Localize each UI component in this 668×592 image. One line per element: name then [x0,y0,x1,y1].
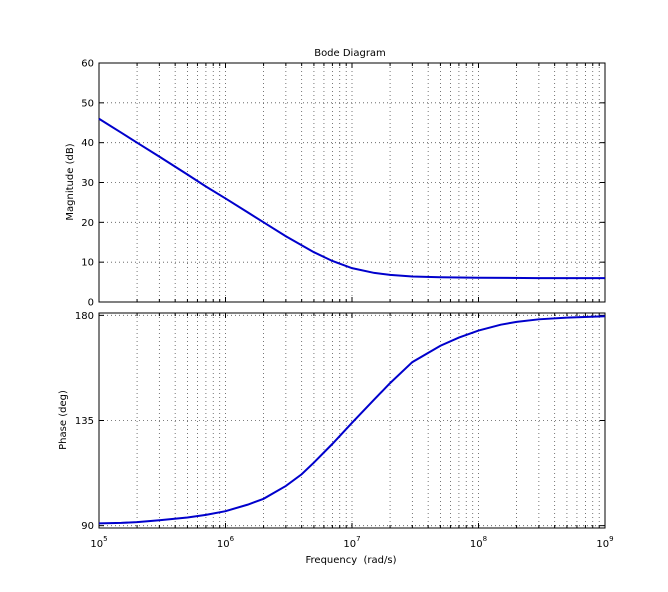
x-tick-label: 106 [217,535,235,550]
chart-title: Bode Diagram [314,48,386,59]
x-tick-label: 107 [343,535,360,550]
magnitude-x-ticks [136,63,600,302]
y-tick-label: 20 [81,218,94,229]
x-axis-label: Frequency (rad/s) [306,555,397,566]
magnitude-plot: Bode Diagram 0 10 20 30 40 50 60 Magnitude (dB… [65,48,606,309]
x-tick-label: 108 [470,535,487,550]
frequency-tick-labels: 105 106 107 108 109 [90,535,613,550]
phase-plot: 90 135 180 Phase (deg) 105 106 107 108 109 Fre… [58,311,614,566]
y-tick-label: 0 [88,298,94,309]
y-tick-label: 40 [81,138,94,149]
x-tick-label: 105 [90,535,107,550]
y-tick-label: 30 [81,178,94,189]
y-tick-label: 60 [81,59,94,70]
y-tick-label: 50 [81,98,94,109]
magnitude-y-ticks: 0 10 20 30 40 50 60 [81,59,605,309]
y-tick-label: 10 [81,258,94,269]
y-tick-label: 180 [75,311,94,322]
x-tick-label: 109 [596,535,613,550]
y-tick-label: 90 [81,521,94,532]
phase-x-ticks [136,313,600,528]
y-axis-label-phase: Phase (deg) [58,390,69,450]
y-axis-label-magnitude: Magnitude (dB) [65,143,76,220]
y-tick-label: 135 [75,416,94,427]
phase-y-ticks: 90 135 180 [75,311,605,532]
phase-curve [98,315,606,525]
magnitude-grid [99,63,605,302]
magnitude-curve [98,117,605,280]
